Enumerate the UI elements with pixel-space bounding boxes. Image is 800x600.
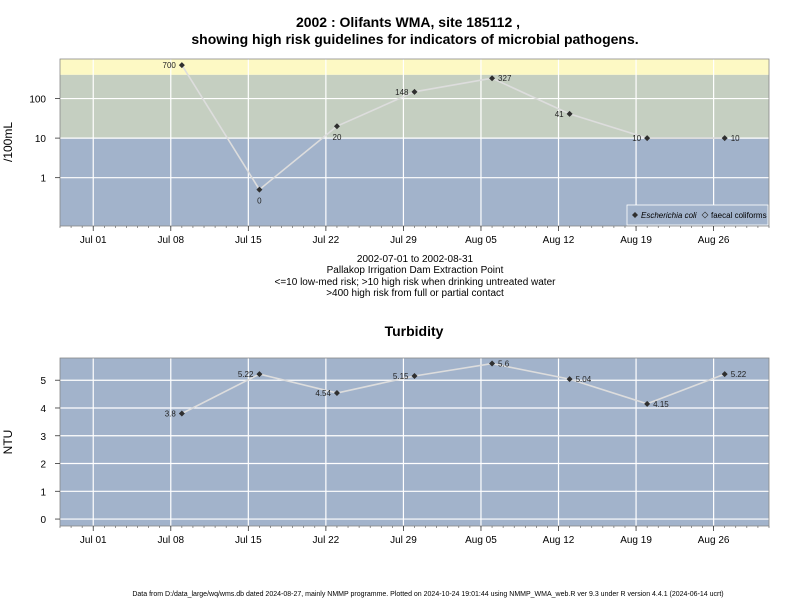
data-label-1: 0 [257, 197, 262, 206]
data-points: 3.8 5.22 4.54 5.15 5.6 5.04 4.15 5.22 [165, 360, 747, 419]
legend-fcoli-marker [701, 211, 709, 219]
data-label-2: 20 [333, 133, 342, 142]
data-label-3: 5.15 [393, 372, 409, 381]
footer-note: Data from D:/data_large/wq/wms.db dated … [132, 591, 723, 598]
y-axis: 1 10 100 [29, 95, 60, 185]
y-tick-label-1: 1 [40, 487, 46, 498]
legend-ecoli-marker [632, 212, 638, 218]
x-tick-label-4: Jul 29 [390, 235, 417, 246]
y-axis-label: /100mL [1, 122, 15, 162]
data-label-1: 5.22 [238, 370, 254, 379]
series-polyline [181, 362, 725, 415]
x-tick-label-5: Aug 05 [465, 535, 497, 546]
x-tick-label-2: Jul 15 [235, 535, 262, 546]
data-point-6 [644, 400, 651, 407]
data-point-1 [256, 186, 263, 193]
x-tick-label-4: Jul 29 [390, 535, 417, 546]
x-tick-label-7: Aug 19 [620, 535, 652, 546]
x-tick-label-1: Jul 08 [157, 535, 184, 546]
x-axis: Jul 01 Jul 08 Jul 15 Jul 22 Jul 29 Aug 05 Aug … [59, 226, 770, 246]
data-point-5 [566, 376, 573, 383]
data-label-5: 5.04 [576, 375, 592, 384]
turbidity-title: Turbidity [385, 323, 444, 339]
series-line [181, 362, 725, 415]
series-line [181, 64, 725, 191]
x-tick-label-1: Jul 08 [157, 235, 184, 246]
data-label-0: 700 [163, 61, 177, 70]
y-tick-label-2: 100 [29, 95, 46, 106]
series-polyline [181, 64, 725, 191]
risk-band-1 [60, 74, 769, 139]
x-tick-label-0: Jul 01 [80, 535, 107, 546]
y-tick-label-0: 0 [40, 515, 46, 526]
data-point-1 [256, 371, 263, 378]
legend-fcoli-label: faecal coliforms [711, 211, 767, 220]
data-label-4: 327 [498, 74, 512, 83]
data-point-2 [333, 389, 340, 396]
y-tick-label-0: 1 [40, 174, 46, 185]
data-label-0: 3.8 [165, 410, 177, 419]
data-point-3 [411, 88, 418, 95]
y-tick-label-4: 4 [40, 404, 46, 415]
plot-background [60, 358, 769, 526]
y-tick-label-5: 5 [40, 376, 46, 387]
legend-box [626, 204, 769, 226]
data-point-2 [333, 123, 340, 130]
data-label-6: 10 [632, 134, 641, 143]
data-label-7: 10 [731, 134, 740, 143]
data-point-4 [489, 360, 496, 367]
caption-guideline-1: <=10 low-med risk; >10 high risk when dr… [275, 277, 557, 288]
data-label-2: 4.54 [315, 389, 331, 398]
x-tick-label-3: Jul 22 [313, 235, 340, 246]
caption-date-range: 2002-07-01 to 2002-08-31 [357, 254, 474, 265]
data-label-4: 5.6 [498, 360, 510, 369]
x-tick-label-6: Aug 12 [543, 535, 575, 546]
data-point-4 [489, 75, 496, 82]
x-tick-label-0: Jul 01 [80, 235, 107, 246]
legend: Escherichia coli faecal coliforms [626, 204, 769, 226]
x-axis: Jul 01 Jul 08 Jul 15 Jul 22 Jul 29 Aug 05 Aug … [59, 526, 770, 546]
data-point-0 [178, 62, 185, 69]
data-point-3 [411, 373, 418, 380]
y-tick-label-1: 10 [35, 134, 47, 145]
caption-site-name: Pallakop Irrigation Dam Extraction Point [327, 265, 504, 276]
x-tick-label-6: Aug 12 [543, 235, 575, 246]
data-label-6: 4.15 [653, 400, 669, 409]
data-label-5: 41 [555, 110, 564, 119]
data-point-7 [721, 371, 728, 378]
y-tick-label-3: 3 [40, 432, 46, 443]
gridlines [60, 59, 769, 226]
data-label-7: 5.22 [731, 370, 747, 379]
chart-title-line2: showing high risk guidelines for indicat… [191, 31, 638, 47]
caption-guideline-2: >400 high risk from full or partial cont… [326, 288, 504, 299]
legend-ecoli-label: Escherichia coli [641, 211, 697, 220]
x-tick-label-8: Aug 26 [698, 235, 730, 246]
y-axis: 0 1 2 3 4 5 [40, 376, 60, 526]
x-tick-label-5: Aug 05 [465, 235, 497, 246]
gridlines [60, 358, 769, 526]
data-point-7 [721, 135, 728, 142]
risk-band-2 [60, 59, 769, 75]
x-tick-label-3: Jul 22 [313, 535, 340, 546]
data-point-0 [178, 410, 185, 417]
data-point-6 [644, 135, 651, 142]
x-tick-label-2: Jul 15 [235, 235, 262, 246]
data-points: 700 0 20 148 327 41 10 10 [163, 61, 741, 205]
y-tick-label-2: 2 [40, 460, 46, 471]
data-point-5 [566, 110, 573, 117]
x-tick-label-8: Aug 26 [698, 535, 730, 546]
data-label-3: 148 [395, 88, 409, 97]
turbidity-panel: 3.8 5.22 4.54 5.15 5.6 5.04 4.15 5.22 0 1 2 3 4 5 Ju… [1, 357, 770, 546]
chart-title-line1: 2002 : Olifants WMA, site 185112 , [296, 14, 520, 30]
x-tick-label-7: Aug 19 [620, 235, 652, 246]
y-axis-label: NTU [1, 430, 15, 455]
risk-bands [60, 59, 769, 226]
